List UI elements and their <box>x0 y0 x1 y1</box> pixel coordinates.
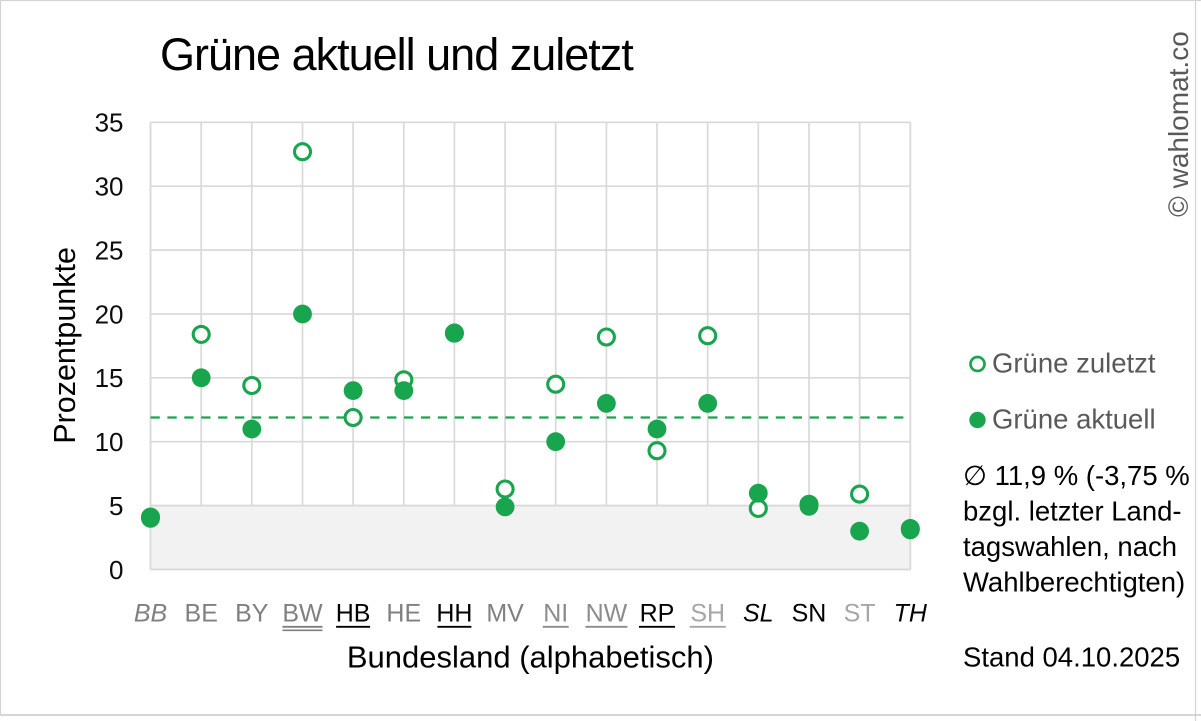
svg-text:BY: BY <box>235 600 269 628</box>
svg-text:10: 10 <box>95 427 124 457</box>
svg-text:35: 35 <box>95 108 124 138</box>
svg-text:25: 25 <box>95 235 124 265</box>
svg-text:Stand 04.10.2025: Stand 04.10.2025 <box>963 642 1180 673</box>
svg-text:HH: HH <box>436 600 472 628</box>
svg-text:RP: RP <box>640 600 675 628</box>
svg-text:∅ 11,9 % (-3,75 %: ∅ 11,9 % (-3,75 % <box>963 460 1190 491</box>
svg-text:HB: HB <box>336 600 371 628</box>
svg-text:20: 20 <box>95 299 124 329</box>
svg-text:© wahlomat.co: © wahlomat.co <box>1163 31 1194 217</box>
svg-text:MV: MV <box>486 600 524 628</box>
svg-text:Prozentpunkte: Prozentpunkte <box>48 247 82 444</box>
svg-text:bzgl. letzter Land-: bzgl. letzter Land- <box>963 496 1182 527</box>
svg-text:NI: NI <box>543 600 568 628</box>
svg-text:30: 30 <box>95 172 124 202</box>
svg-text:5: 5 <box>109 491 123 521</box>
svg-text:NW: NW <box>586 600 628 628</box>
svg-text:15: 15 <box>95 363 124 393</box>
svg-text:SL: SL <box>743 600 774 628</box>
svg-text:Grüne zuletzt: Grüne zuletzt <box>992 348 1156 379</box>
svg-text:0: 0 <box>109 555 123 585</box>
svg-text:BE: BE <box>185 600 218 628</box>
svg-text:tagswahlen, nach: tagswahlen, nach <box>963 531 1177 562</box>
svg-text:SH: SH <box>690 600 725 628</box>
svg-text:BB: BB <box>134 600 167 628</box>
svg-text:Bundesland (alphabetisch): Bundesland (alphabetisch) <box>347 640 714 675</box>
svg-text:Grüne aktuell und zuletzt: Grüne aktuell und zuletzt <box>160 29 634 80</box>
svg-text:SN: SN <box>792 600 827 628</box>
svg-text:Grüne aktuell: Grüne aktuell <box>992 404 1156 435</box>
svg-text:ST: ST <box>844 600 876 628</box>
svg-text:HE: HE <box>386 600 421 628</box>
svg-text:BW: BW <box>282 600 323 628</box>
svg-text:TH: TH <box>894 600 928 628</box>
svg-text:Wahlberechtigten): Wahlberechtigten) <box>963 567 1185 598</box>
